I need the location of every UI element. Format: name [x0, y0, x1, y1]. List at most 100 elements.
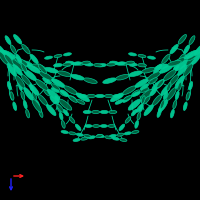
Ellipse shape	[189, 36, 195, 45]
Ellipse shape	[52, 79, 65, 87]
Ellipse shape	[82, 61, 90, 64]
Ellipse shape	[15, 57, 28, 66]
Ellipse shape	[69, 96, 77, 102]
Ellipse shape	[135, 79, 148, 87]
Ellipse shape	[164, 70, 176, 81]
Ellipse shape	[93, 125, 100, 127]
Ellipse shape	[29, 83, 33, 91]
Ellipse shape	[57, 104, 64, 112]
Ellipse shape	[60, 90, 69, 96]
Ellipse shape	[2, 50, 16, 59]
Ellipse shape	[175, 76, 185, 88]
Ellipse shape	[21, 91, 25, 100]
Ellipse shape	[7, 64, 17, 76]
Ellipse shape	[110, 61, 118, 64]
Ellipse shape	[112, 137, 119, 140]
Ellipse shape	[160, 65, 173, 73]
Ellipse shape	[92, 110, 100, 114]
Ellipse shape	[27, 65, 40, 73]
Ellipse shape	[108, 125, 115, 127]
Ellipse shape	[125, 117, 131, 123]
Ellipse shape	[116, 74, 129, 80]
Ellipse shape	[15, 76, 25, 88]
Ellipse shape	[98, 64, 106, 67]
Ellipse shape	[36, 80, 43, 88]
Ellipse shape	[63, 63, 72, 66]
Ellipse shape	[183, 64, 193, 76]
Ellipse shape	[24, 70, 36, 81]
Ellipse shape	[139, 104, 143, 112]
Ellipse shape	[192, 52, 200, 64]
Ellipse shape	[129, 53, 136, 56]
Ellipse shape	[175, 91, 179, 100]
Ellipse shape	[68, 96, 76, 100]
Ellipse shape	[32, 64, 45, 70]
Ellipse shape	[141, 88, 149, 92]
Ellipse shape	[168, 61, 181, 66]
Ellipse shape	[75, 124, 81, 131]
Ellipse shape	[178, 54, 184, 63]
Ellipse shape	[132, 92, 140, 96]
Ellipse shape	[38, 94, 48, 106]
Ellipse shape	[132, 130, 139, 134]
Ellipse shape	[59, 112, 63, 120]
Ellipse shape	[120, 138, 127, 142]
Ellipse shape	[167, 83, 171, 91]
Ellipse shape	[71, 74, 84, 80]
Ellipse shape	[96, 94, 104, 98]
Ellipse shape	[152, 94, 162, 106]
Ellipse shape	[186, 54, 196, 66]
Ellipse shape	[54, 54, 62, 58]
Ellipse shape	[104, 94, 113, 98]
Ellipse shape	[109, 110, 117, 114]
Ellipse shape	[43, 88, 50, 96]
Ellipse shape	[64, 53, 71, 56]
Ellipse shape	[18, 82, 22, 91]
Ellipse shape	[96, 134, 103, 138]
Ellipse shape	[73, 138, 80, 142]
Ellipse shape	[24, 88, 33, 100]
Ellipse shape	[51, 84, 60, 90]
Ellipse shape	[5, 36, 11, 45]
Ellipse shape	[39, 109, 43, 117]
Ellipse shape	[72, 62, 81, 65]
Ellipse shape	[14, 35, 22, 44]
Ellipse shape	[55, 96, 59, 104]
Ellipse shape	[35, 100, 40, 109]
Ellipse shape	[123, 86, 136, 95]
Ellipse shape	[81, 137, 88, 140]
Ellipse shape	[157, 109, 161, 117]
Ellipse shape	[129, 71, 142, 77]
Ellipse shape	[13, 64, 22, 76]
Ellipse shape	[123, 96, 131, 102]
Ellipse shape	[173, 63, 179, 72]
Ellipse shape	[178, 35, 186, 44]
Ellipse shape	[45, 56, 52, 59]
Ellipse shape	[76, 93, 90, 102]
Ellipse shape	[10, 45, 16, 54]
Ellipse shape	[155, 64, 168, 70]
Ellipse shape	[126, 61, 134, 64]
Ellipse shape	[119, 124, 125, 131]
Ellipse shape	[175, 60, 188, 71]
Ellipse shape	[63, 109, 69, 116]
Ellipse shape	[69, 132, 76, 135]
Ellipse shape	[144, 104, 154, 116]
Ellipse shape	[30, 54, 38, 64]
Ellipse shape	[189, 82, 193, 90]
Ellipse shape	[160, 100, 165, 109]
Ellipse shape	[163, 91, 168, 100]
Ellipse shape	[97, 134, 104, 138]
Ellipse shape	[109, 134, 116, 138]
Ellipse shape	[178, 64, 187, 76]
Ellipse shape	[178, 82, 182, 91]
Ellipse shape	[167, 88, 176, 100]
Ellipse shape	[136, 104, 143, 112]
Ellipse shape	[47, 89, 60, 100]
Ellipse shape	[57, 104, 61, 112]
Ellipse shape	[173, 100, 177, 109]
Ellipse shape	[0, 50, 13, 61]
Ellipse shape	[170, 44, 178, 54]
Ellipse shape	[142, 67, 155, 73]
Ellipse shape	[77, 100, 85, 104]
